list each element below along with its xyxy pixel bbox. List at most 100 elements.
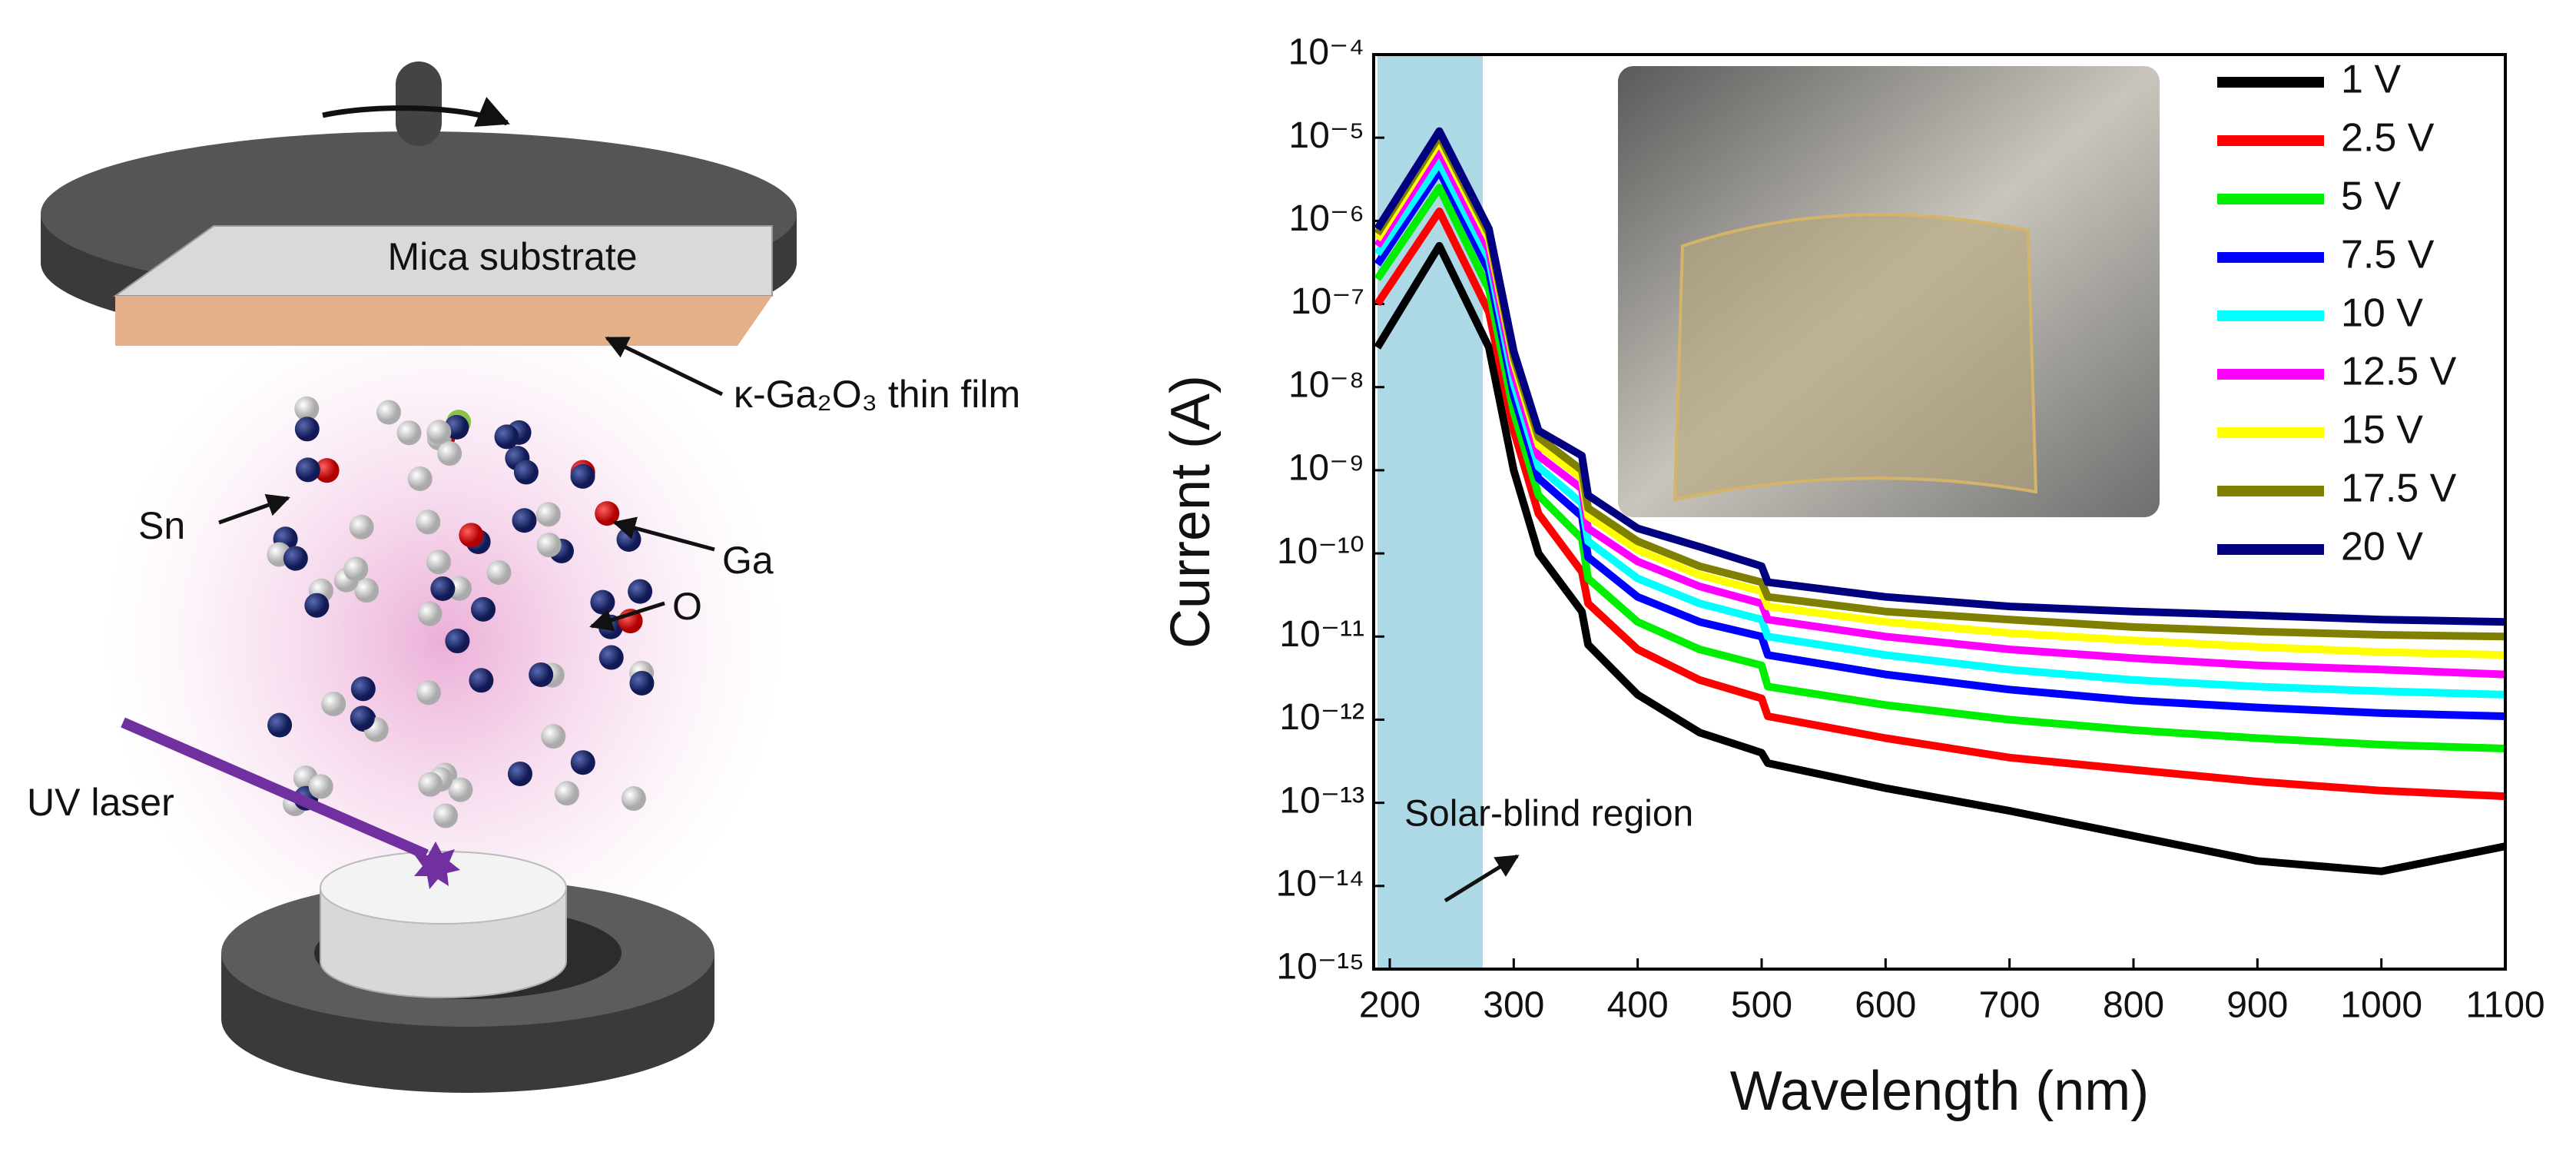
atom <box>417 601 443 626</box>
legend-label: 7.5 V <box>2341 233 2435 277</box>
series-line <box>1374 207 2506 801</box>
legend-label: 10 V <box>2341 291 2423 336</box>
y-tick-label: 10⁻¹⁵ <box>1276 947 1364 988</box>
atom <box>354 578 380 603</box>
atom <box>396 420 422 446</box>
atom <box>590 589 615 615</box>
atom <box>350 676 376 702</box>
y-tick-label: 10⁻⁵ <box>1288 115 1364 156</box>
y-tick-label: 10⁻⁶ <box>1289 198 1364 239</box>
x-tick-label: 200 <box>1359 985 1421 1026</box>
atom <box>598 645 624 670</box>
x-tick-label: 300 <box>1483 985 1544 1026</box>
legend-label: 5 V <box>2341 174 2401 219</box>
atom <box>535 502 561 527</box>
x-tick-label: 900 <box>2226 985 2288 1026</box>
atom <box>469 668 494 693</box>
atom <box>294 396 320 421</box>
y-tick-label: 10⁻⁷ <box>1291 281 1364 322</box>
x-tick-label: 600 <box>1855 985 1916 1026</box>
legend-label: 15 V <box>2341 408 2423 453</box>
x-axis-label: Wavelength (nm) <box>1730 1061 2150 1122</box>
y-tick-label: 10⁻¹² <box>1279 697 1364 738</box>
atom <box>283 546 308 571</box>
annotation-arrow <box>1444 854 1520 903</box>
atom <box>314 458 340 483</box>
deposition-diagram: Mica substrate κ-Ga₂O₃ thin film Sn Ga O… <box>27 61 1020 1093</box>
atom <box>267 712 293 738</box>
atom <box>416 680 441 705</box>
atom <box>426 420 452 445</box>
substrate-label: Mica substrate <box>387 235 637 278</box>
atom-label: O <box>672 585 702 628</box>
y-tick-label: 10⁻⁹ <box>1288 448 1364 489</box>
plume-glow <box>105 295 781 987</box>
atom-arrow <box>218 493 290 525</box>
annotation: Solar-blind region <box>1404 794 1693 835</box>
atom <box>418 772 443 797</box>
y-tick-label: 10⁻¹⁰ <box>1277 531 1364 572</box>
atom <box>445 629 470 654</box>
atom-label: Ga <box>722 539 774 582</box>
y-tick-label: 10⁻¹⁴ <box>1276 863 1364 904</box>
x-tick-label: 500 <box>1731 985 1792 1026</box>
atom <box>536 533 562 558</box>
x-tick-label: 400 <box>1607 985 1669 1026</box>
y-tick-label: 10⁻⁴ <box>1288 32 1364 73</box>
atom <box>621 786 646 812</box>
atom <box>430 576 456 602</box>
atom <box>448 777 473 802</box>
x-tick-label: 1100 <box>2465 985 2545 1026</box>
target-top <box>320 851 567 925</box>
legend-label: 1 V <box>2341 58 2401 102</box>
atom <box>570 750 595 775</box>
atom <box>512 508 537 533</box>
atom <box>513 460 539 485</box>
atom <box>416 510 441 535</box>
atom <box>541 724 566 749</box>
x-tick-label: 700 <box>1979 985 2041 1026</box>
uv-laser-beam <box>121 717 429 860</box>
atom <box>433 803 459 828</box>
legend-label: 2.5 V <box>2341 116 2435 161</box>
atom <box>308 774 333 799</box>
film-label: κ-Ga₂O₃ thin film <box>734 373 1020 416</box>
atom <box>570 463 595 489</box>
series-line <box>1374 127 2506 626</box>
atom <box>470 596 496 622</box>
atom <box>486 559 512 585</box>
atom <box>629 670 655 696</box>
rotation-arrow <box>322 97 510 127</box>
atom <box>349 514 374 539</box>
atom-arrow <box>612 516 715 552</box>
legend-label: 12.5 V <box>2341 350 2457 394</box>
atom <box>295 457 320 483</box>
atom <box>376 400 401 425</box>
atom <box>437 441 462 466</box>
atom <box>529 662 554 687</box>
laser-label: UV laser <box>27 781 174 824</box>
atom <box>350 705 375 731</box>
laser-spot <box>414 842 460 889</box>
atoms <box>267 396 655 828</box>
film-arrow <box>605 336 724 397</box>
atom <box>426 549 451 575</box>
atom-arrow <box>589 601 665 632</box>
atom <box>304 593 330 618</box>
x-tick-label: 1000 <box>2340 985 2422 1026</box>
legend-label: 20 V <box>2341 525 2423 569</box>
atom <box>507 761 532 786</box>
legend-label: 17.5 V <box>2341 466 2457 511</box>
atom <box>407 466 433 491</box>
plot-frame <box>1372 53 2507 971</box>
x-tick-label: 800 <box>2103 985 2164 1026</box>
atom <box>494 424 519 450</box>
thin-film <box>115 296 772 346</box>
atom-label: Sn <box>138 504 185 547</box>
holder-knob <box>396 61 442 146</box>
atom <box>628 579 653 604</box>
y-tick-label: 10⁻⁸ <box>1288 364 1364 405</box>
atom <box>294 417 320 442</box>
y-axis-label: Current (A) <box>1160 375 1222 649</box>
